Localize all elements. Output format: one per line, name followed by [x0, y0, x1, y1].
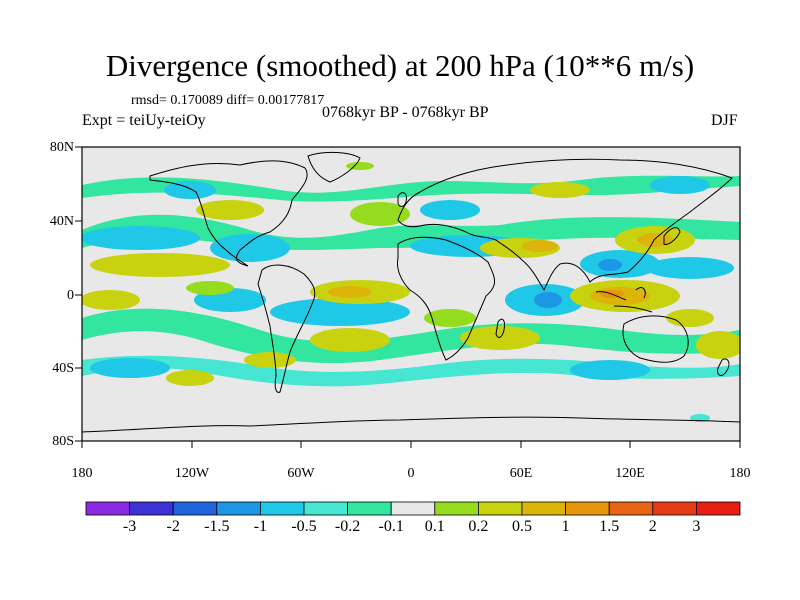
period-label: 0768kyr BP - 0768kyr BP — [322, 104, 489, 121]
colorbar-swatch — [259, 501, 305, 516]
y-label-40s: 40S — [52, 361, 74, 376]
colorbar-swatch — [172, 501, 218, 516]
coastline-africa — [397, 236, 495, 361]
colorbar-label: -1.5 — [204, 518, 230, 535]
stats-text: rmsd= 0.170089 diff= 0.00177817 — [131, 93, 325, 108]
x-label-120e: 120E — [615, 466, 645, 481]
colorbar-label: 2 — [648, 518, 657, 535]
season-label: DJF — [711, 112, 738, 129]
coastline-greenland — [307, 151, 361, 183]
field-cell — [637, 233, 673, 247]
colorbar-swatch — [216, 501, 261, 516]
x-label-60w: 60W — [287, 466, 315, 481]
field-cell — [690, 414, 710, 422]
colorbar-label: -0.1 — [378, 518, 404, 535]
x-label-60e: 60E — [509, 466, 533, 481]
field-cell — [328, 286, 372, 298]
colorbar-label: 1.5 — [599, 518, 620, 535]
field-cell — [186, 281, 234, 295]
field-cell — [164, 181, 216, 199]
colorbar-swatch — [434, 501, 479, 516]
coastline-eurasia — [397, 158, 733, 292]
colorbar-swatch — [347, 501, 392, 516]
field-cell — [210, 234, 290, 262]
x-label-120w: 120W — [174, 466, 210, 481]
field-cell — [90, 358, 170, 378]
colorbar-label: 0.5 — [512, 518, 532, 535]
colorbar-label: -3 — [122, 518, 137, 535]
axis-ticks — [75, 146, 741, 448]
y-label-80n: 80N — [49, 140, 74, 155]
colorbar-swatch — [390, 501, 436, 516]
colorbar-swatch — [652, 501, 697, 516]
colorbar-label: -0.5 — [291, 518, 317, 535]
colorbar-label: 1 — [561, 518, 570, 535]
colorbar-swatch — [565, 501, 610, 516]
colorbar-label: 0.1 — [424, 518, 445, 535]
y-label-0: 0 — [67, 288, 74, 303]
field-cell — [646, 257, 734, 279]
coastline-new-zealand — [717, 358, 730, 376]
field-band — [82, 355, 740, 387]
field-cell — [82, 226, 200, 250]
field-cell — [310, 328, 390, 352]
coastline-north-america — [149, 160, 308, 267]
colorbar-swatch — [696, 501, 741, 516]
field-cell — [90, 253, 230, 277]
x-label-0: 0 — [407, 466, 415, 481]
plot-title: Divergence (smoothed) at 200 hPa (10**6 … — [105, 48, 695, 83]
colorbar-label: 3 — [692, 518, 701, 535]
colorbar-label: -0.2 — [334, 518, 361, 535]
coastline-uk — [397, 192, 407, 207]
field-cell — [650, 176, 710, 194]
field-cell — [346, 162, 374, 170]
field-cell — [460, 326, 540, 350]
x-label-180e: 180 — [729, 466, 751, 481]
colorbar-label: -2 — [166, 518, 180, 535]
field-cell — [350, 202, 410, 226]
coastline-indonesia — [595, 287, 653, 313]
colorbar-swatch — [129, 501, 174, 516]
field-cell — [424, 309, 476, 327]
colorbar-swatch — [608, 501, 654, 516]
field-cell — [244, 352, 296, 368]
colorbar-swatch — [85, 501, 130, 516]
experiment-label: Expt = teiUy-teiOy — [82, 112, 206, 129]
x-label-180w: 180 — [71, 466, 93, 481]
y-label-40n: 40N — [49, 214, 74, 229]
coastlines — [82, 151, 740, 433]
y-label-80s: 80S — [52, 434, 74, 449]
field-cell — [196, 200, 264, 220]
field-cell — [420, 200, 480, 220]
field-cell — [534, 292, 562, 308]
coastline-south-america — [257, 264, 316, 393]
field-band — [82, 175, 740, 202]
field-cell — [522, 240, 558, 252]
colorbar-label: -1 — [253, 518, 268, 535]
coastline-madagascar — [495, 318, 505, 338]
field-cell — [666, 309, 714, 327]
coastline-australia — [622, 315, 689, 363]
field-cell — [530, 182, 590, 198]
field-band — [82, 308, 740, 364]
field-cell — [696, 331, 740, 359]
colorbar-swatch — [521, 501, 566, 516]
coastline-japan — [663, 227, 681, 245]
field-cell — [166, 370, 214, 386]
colorbar — [85, 501, 741, 516]
field-cell — [82, 290, 140, 310]
coastline-antarctica — [82, 416, 740, 433]
colorbar-swatch — [303, 501, 348, 516]
field-cell — [570, 360, 650, 380]
field-cell — [598, 259, 622, 271]
colorbar-swatch — [477, 501, 523, 516]
colorbar-label: 0.2 — [468, 518, 489, 535]
